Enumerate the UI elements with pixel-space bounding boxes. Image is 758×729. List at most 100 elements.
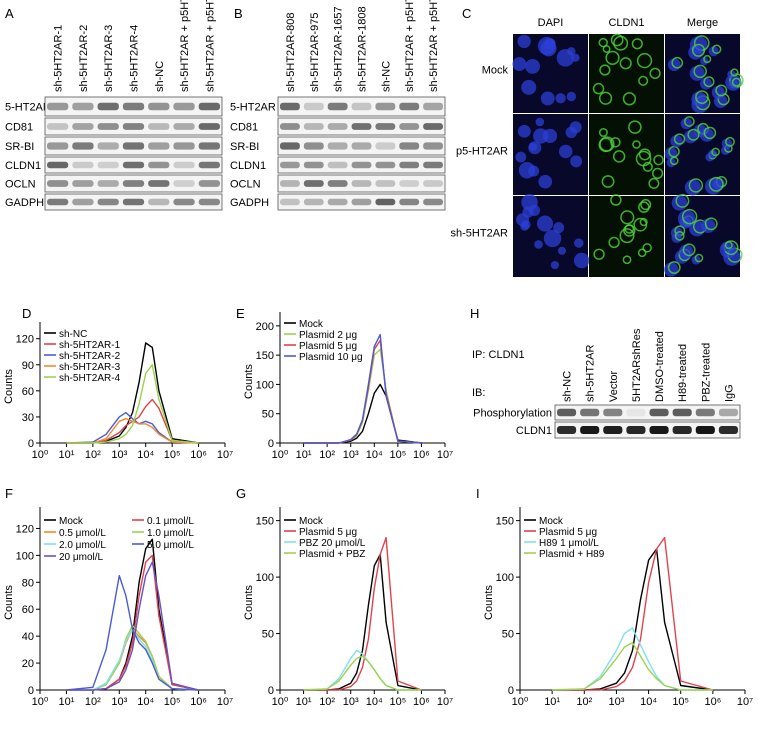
nucleus <box>574 238 584 248</box>
histogram-line <box>552 641 713 691</box>
x-tick-label: 10¹ <box>58 449 74 461</box>
micrograph <box>589 114 664 195</box>
lane-label: sh-5HT2AR-808 <box>285 13 297 92</box>
blot-band <box>198 161 220 169</box>
blot-band <box>351 180 372 187</box>
blot-band <box>173 180 195 187</box>
blot-band <box>649 426 669 434</box>
nucleus <box>517 34 531 49</box>
histogram-line <box>552 536 714 691</box>
blot-band <box>423 142 443 150</box>
y-tick-label: 20 <box>22 658 34 670</box>
row-label: 5-HT2AR <box>5 102 51 114</box>
blot-band <box>351 142 372 150</box>
nucleus <box>664 262 679 277</box>
nucleus <box>573 252 590 269</box>
row-label: GADPH <box>5 197 44 209</box>
cldn1-signal <box>674 230 685 241</box>
legend-label: sh-5HT2AR-1 <box>59 340 121 351</box>
nucleus <box>534 240 543 249</box>
blot-band <box>280 142 300 150</box>
x-tick-label: 10⁷ <box>217 449 233 461</box>
x-tick-label: 10⁰ <box>32 696 49 708</box>
x-tick-label: 10² <box>319 449 335 461</box>
y-tick-label: 150 <box>496 516 514 528</box>
row-label: GADPH <box>230 197 269 209</box>
blot-band <box>198 198 220 206</box>
cldn1-signal <box>715 84 728 97</box>
cldn1-signal <box>608 236 620 249</box>
blot-band <box>375 198 396 206</box>
x-tick-label: 10⁴ <box>137 696 154 708</box>
nucleus <box>678 244 694 260</box>
micrograph <box>589 196 664 277</box>
cldn1-signal <box>687 128 700 141</box>
legend-label: sh-5HT2AR-2 <box>59 351 121 362</box>
cldn1-signal <box>673 133 686 145</box>
row-label: OCLN <box>230 179 261 191</box>
x-tick-label: 10⁶ <box>190 449 207 461</box>
blot-band <box>303 102 324 111</box>
nucleus <box>542 128 558 144</box>
row-label: CLDN1 <box>230 160 266 172</box>
x-tick-label: 10⁵ <box>164 449 181 461</box>
blot-band <box>351 198 372 206</box>
blot-band <box>626 408 646 417</box>
blot-band <box>672 408 692 417</box>
histogram-line <box>303 383 422 444</box>
blot-band <box>303 161 324 169</box>
y-tick-label: 100 <box>16 550 34 562</box>
y-tick-label: 120 <box>16 334 34 346</box>
row-label: p5-HT2AR <box>456 146 508 158</box>
nucleus <box>543 229 562 248</box>
blot-band <box>580 408 600 417</box>
blot-band <box>47 123 69 130</box>
x-tick-label: 10⁷ <box>217 696 233 708</box>
nucleus <box>521 79 537 95</box>
blot-band <box>280 180 300 187</box>
blot-band <box>375 142 396 150</box>
blot-band <box>47 161 69 169</box>
row-label: CLDN1 <box>5 160 41 172</box>
nucleus <box>680 117 693 130</box>
panel-letter: C <box>462 6 471 21</box>
blot-band <box>423 180 443 187</box>
blot-band <box>351 161 372 169</box>
y-tick-label: 50 <box>262 409 274 421</box>
histogram-line <box>303 348 422 444</box>
histogram-line <box>303 333 422 444</box>
column-label: CLDN1 <box>608 17 644 29</box>
blot-band <box>327 161 348 169</box>
cldn1-signal <box>598 128 608 138</box>
cldn1-signal <box>632 140 641 149</box>
histogram-line <box>66 411 199 444</box>
nucleus <box>570 155 583 168</box>
y-tick-label: 30 <box>22 412 34 424</box>
blot-band <box>198 123 220 130</box>
nucleus <box>558 144 573 159</box>
lane-label: sh-NC <box>154 61 166 92</box>
blot-band <box>399 102 420 111</box>
cldn1-signal <box>623 224 636 237</box>
blot-band <box>47 180 69 187</box>
x-tick-label: 10⁴ <box>137 449 154 461</box>
blot-band <box>122 180 145 187</box>
row-label: 5-HT2AR <box>230 102 276 114</box>
panel-letter: B <box>234 6 243 21</box>
legend-label: Mock <box>299 516 324 527</box>
lane-label: sh-5HT2AR + p5HT2ARshRes 10 μg <box>204 0 216 92</box>
nucleus <box>677 209 696 228</box>
histogram-line <box>66 574 199 691</box>
blot-band <box>47 102 69 111</box>
lane-label: sh-5HT2AR-975 <box>309 13 321 92</box>
legend-label: Plasmid + PBZ <box>299 549 365 560</box>
blot-band <box>718 408 738 417</box>
blot-band <box>280 123 300 130</box>
x-tick-label: 10³ <box>111 449 127 461</box>
nucleus <box>684 179 701 196</box>
x-tick-label: 10³ <box>343 696 359 708</box>
legend-label: 1.0 μmol/L <box>147 528 194 539</box>
blot-band <box>148 142 170 150</box>
blot-band <box>280 102 300 111</box>
